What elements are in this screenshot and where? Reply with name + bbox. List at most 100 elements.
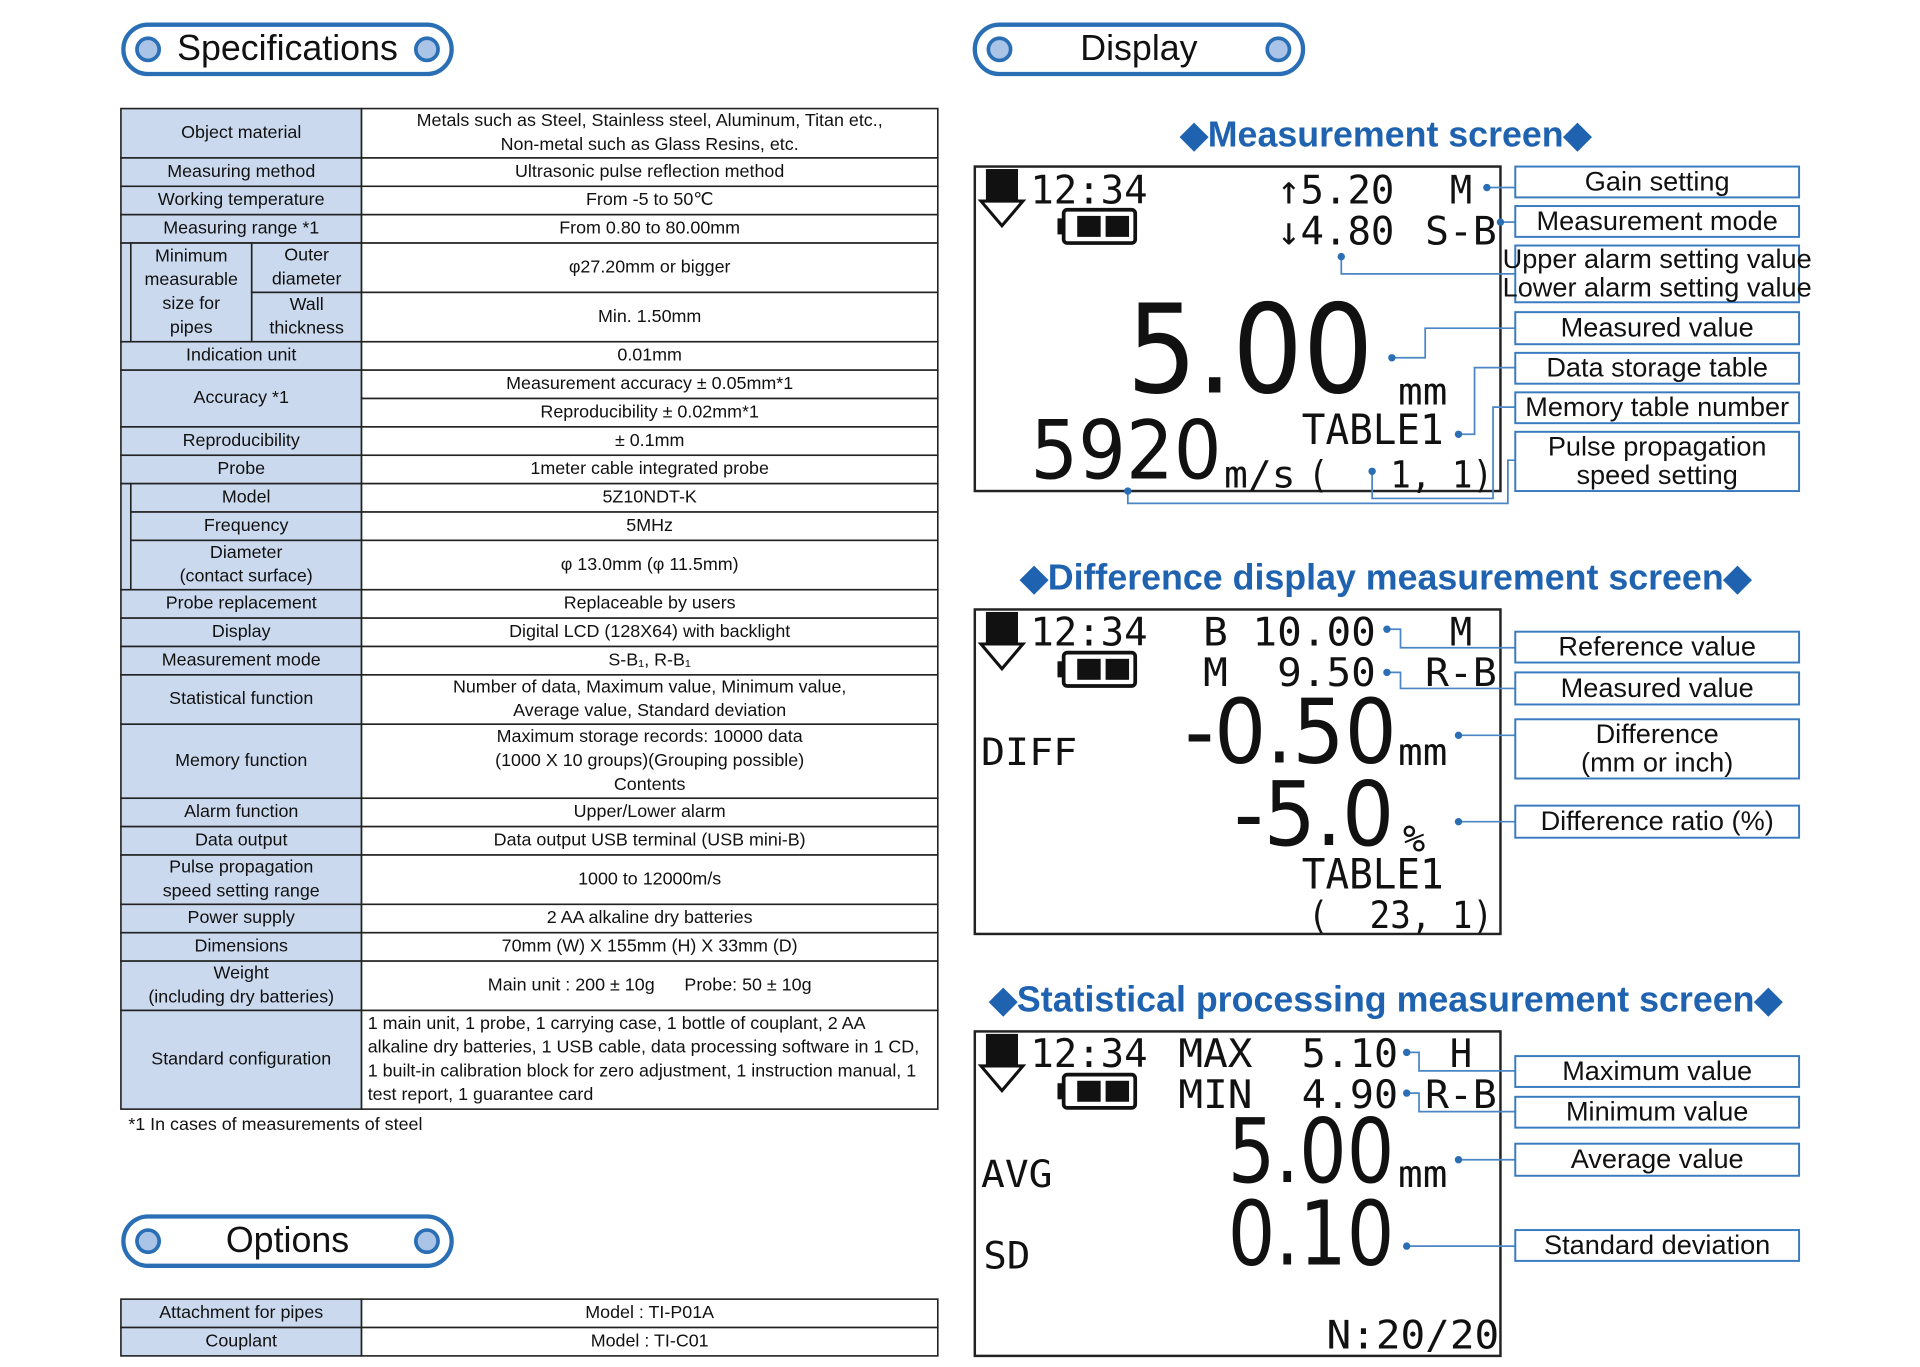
connector-dot (1124, 487, 1132, 495)
table-cell (120, 674, 363, 726)
lcd-text: 5.10 (1302, 1031, 1398, 1077)
callout-text: speed setting (1576, 459, 1737, 490)
callout-box (1514, 718, 1801, 780)
cell-text: (1000 X 10 groups)(Grouping possible) (495, 750, 804, 770)
connector-dot (1337, 252, 1345, 261)
cell-text: S-B₁, R-B₁ (608, 649, 691, 669)
cell-text: 1 main unit, 1 probe, 1 carrying case, 1… (368, 1013, 866, 1033)
cell-text: Ultrasonic pulse reflection method (515, 161, 784, 181)
heading-pill (121, 1214, 454, 1268)
lcd-text: ↑5.20 (1277, 168, 1394, 214)
table-cell (360, 242, 939, 294)
cell-text: Minimum (155, 245, 228, 265)
cell-text: 1meter cable integrated probe (530, 458, 769, 478)
cell-text: Wall (290, 294, 324, 314)
table-cell (360, 1326, 939, 1357)
callout-text: Data storage table (1546, 352, 1768, 383)
cell-text: Data output (195, 830, 287, 850)
connector-dot (1368, 467, 1376, 475)
cell-text: Attachment for pipes (159, 1302, 323, 1322)
lcd-text: 5920 (1030, 404, 1221, 499)
connector (1371, 406, 1516, 500)
callout-text: Measured value (1561, 672, 1754, 703)
lcd-text: ↓4.80 (1277, 208, 1394, 254)
connector-dot (1454, 731, 1463, 740)
connector-dot (1496, 218, 1505, 226)
lcd-text: MIN (1178, 1072, 1252, 1118)
cell-text: ± 0.1mm (615, 430, 684, 450)
pill-dot (135, 1228, 162, 1255)
table-cell (360, 854, 939, 906)
connector (1386, 628, 1516, 649)
table-cell (120, 454, 363, 485)
cell-text: 70mm (W) X 155mm (H) X 33mm (D) (502, 936, 798, 956)
callout-text: Upper alarm setting value (1503, 243, 1812, 274)
battery-icon (1057, 1083, 1064, 1100)
callout-box (1514, 671, 1801, 706)
cell-text: Measuring method (167, 161, 315, 181)
table-cell (129, 242, 253, 343)
cell-text: Couplant (205, 1330, 277, 1350)
lcd-text: N:20/20 (1326, 1312, 1499, 1358)
callout-text: Gain setting (1585, 165, 1730, 196)
heading-text: Options (226, 1220, 349, 1260)
lcd-text: ( 23, 1) (1308, 894, 1493, 937)
table-cell (360, 617, 939, 648)
cell-text: 1000 to 12000m/s (578, 868, 721, 888)
lcd-text: TABLE1 (1302, 405, 1444, 454)
lcd-text: 0.10 (1228, 1183, 1395, 1286)
connector-dot (1454, 1156, 1463, 1164)
callout-text: Measured value (1561, 312, 1754, 343)
lcd-text: 4.90 (1302, 1072, 1398, 1118)
cell-text: Display (212, 621, 271, 641)
callout-text: Minimum value (1566, 1096, 1748, 1127)
cell-text: Outer (284, 245, 329, 265)
table-cell (360, 454, 939, 485)
callout-box (1514, 391, 1801, 425)
cell-text: Model : TI-P01A (585, 1302, 714, 1322)
arrow-icon (985, 1033, 1018, 1066)
cell-text: Min. 1.50mm (598, 306, 701, 326)
lcd-text: H (1450, 1031, 1472, 1077)
lcd-text: 12:34 (1030, 609, 1147, 655)
arrow-icon (985, 611, 1018, 645)
connector-dot (1483, 183, 1491, 192)
callout-box (1514, 311, 1801, 346)
cell-text: Maximum storage records: 10000 data (497, 726, 803, 746)
table-cell (120, 825, 363, 856)
table-cell (360, 482, 939, 513)
heading-pill (972, 22, 1306, 77)
table-cell (120, 482, 132, 591)
cell-text: Memory function (175, 750, 307, 770)
table-cell (360, 723, 939, 800)
cell-text: Contents (614, 774, 686, 794)
cell-text: Frequency (204, 515, 289, 535)
table-cell (120, 107, 363, 159)
callout-text: Pulse propagation (1548, 431, 1767, 462)
callout-text: Maximum value (1562, 1055, 1752, 1086)
callout-box (1514, 1142, 1801, 1177)
cell-text: measurable (145, 269, 238, 289)
cell-text: 5Z10NDT-K (602, 487, 696, 507)
lcd-text: ( 1, 1) (1308, 453, 1493, 496)
table-cell (120, 369, 363, 428)
table-cell (120, 1009, 363, 1110)
cell-text: test report, 1 guarantee card (368, 1084, 594, 1104)
table-cell (360, 674, 939, 726)
lcd-text: 5.00 (1127, 278, 1374, 422)
connector-dot (1383, 668, 1391, 677)
table-cell (129, 511, 363, 542)
table-cell (360, 107, 939, 159)
lcd-text: MAX (1178, 1031, 1252, 1077)
table-cell (120, 723, 363, 800)
callout-text: Average value (1571, 1143, 1744, 1174)
lcd-text: M (1450, 168, 1472, 214)
cell-text: Pulse propagation (169, 856, 313, 876)
connector-dot (1454, 817, 1463, 826)
lcd-text: B 10.00 (1203, 609, 1376, 655)
table-cell (360, 645, 939, 676)
lcd-text: DIFF (981, 731, 1077, 774)
pill-dot (413, 36, 440, 63)
cell-text: thickness (269, 318, 344, 338)
